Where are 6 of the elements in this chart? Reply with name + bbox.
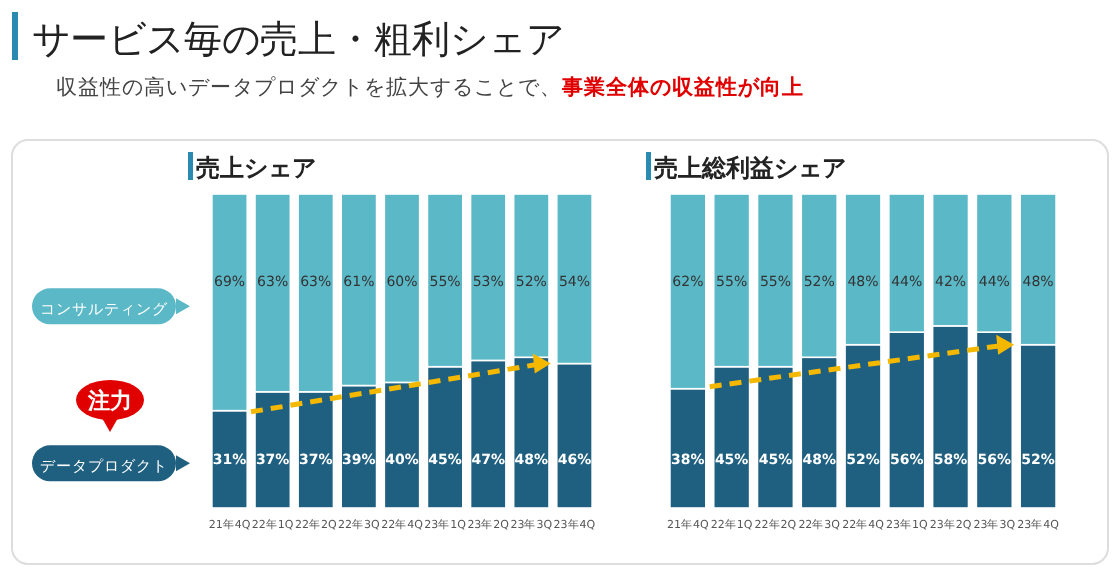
text: 注力 [86, 388, 132, 414]
text: 事業全体の収益性が向上 [560, 74, 804, 100]
chart-title: 売上シェア [196, 154, 316, 182]
text: サービス毎の売上・粗利シェア [32, 18, 564, 62]
chart-title: 売上総利益シェア [654, 154, 846, 182]
text: 収益性の高いデータプロダクトを拡大することで、 [56, 74, 562, 100]
